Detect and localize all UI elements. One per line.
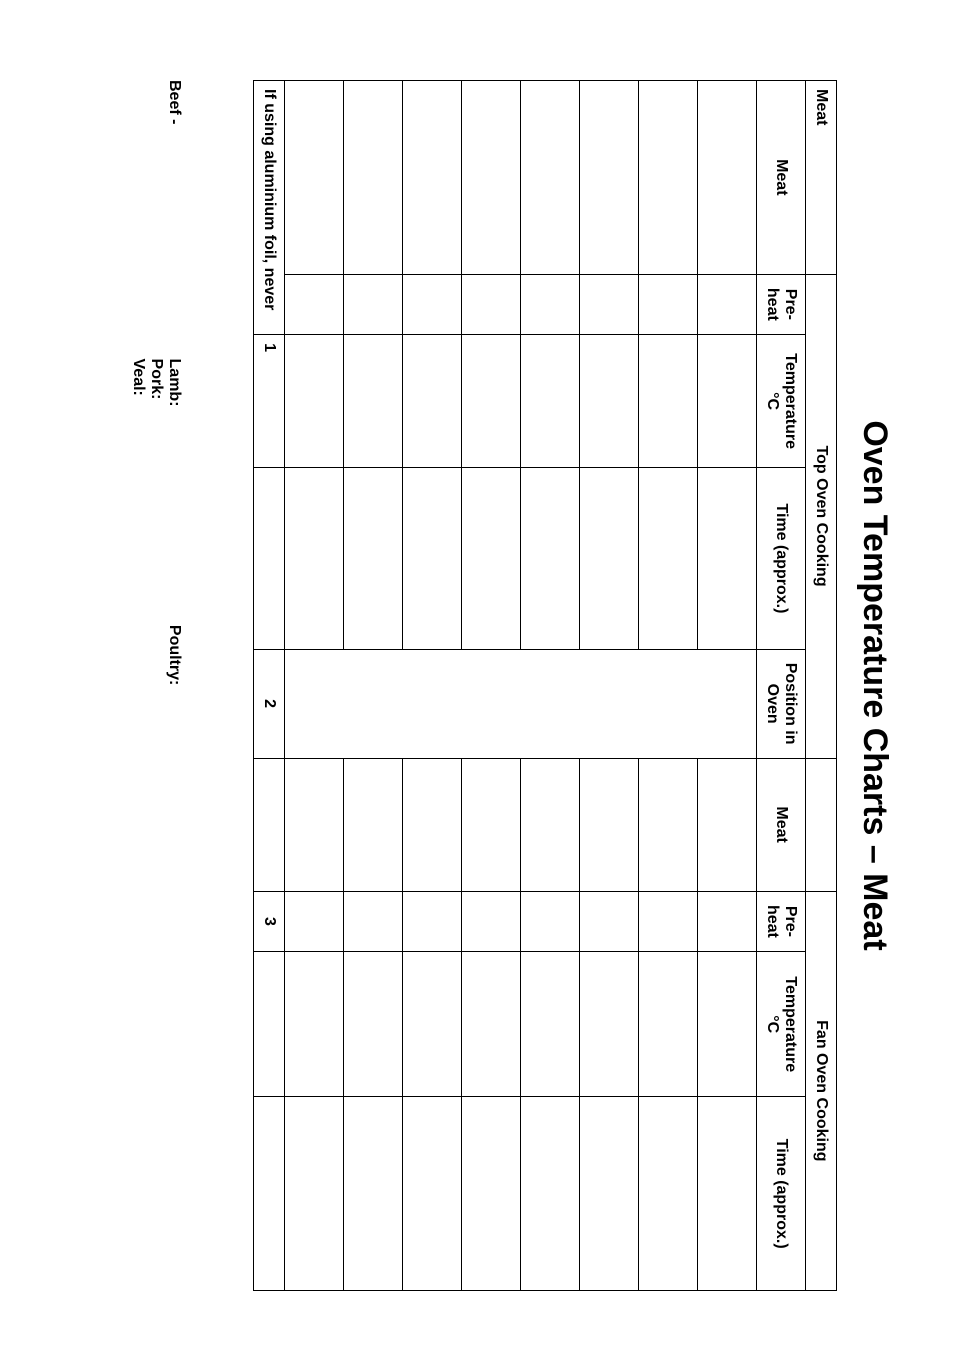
col-position: Position in Oven bbox=[757, 649, 806, 758]
col-preheat: Pre- heat bbox=[757, 274, 806, 335]
table-cell bbox=[344, 1097, 403, 1291]
table-cell bbox=[580, 952, 639, 1097]
table-cell bbox=[462, 274, 521, 335]
table-cell bbox=[462, 335, 521, 468]
table-cell bbox=[285, 274, 344, 335]
table-cell bbox=[462, 952, 521, 1097]
table-cell bbox=[285, 649, 757, 758]
label-beef: Beef - bbox=[165, 80, 183, 359]
table-cell bbox=[580, 274, 639, 335]
table-cell bbox=[521, 1097, 580, 1291]
table-cell bbox=[698, 891, 757, 952]
table-cell bbox=[639, 274, 698, 335]
table-cell bbox=[580, 758, 639, 891]
table-cell bbox=[285, 891, 344, 952]
table-cell bbox=[462, 81, 521, 275]
table-cell bbox=[403, 952, 462, 1097]
table-cell bbox=[639, 81, 698, 275]
foil-note-2: 2 bbox=[254, 649, 285, 758]
table-cell bbox=[639, 952, 698, 1097]
table-cell bbox=[580, 891, 639, 952]
table-cell bbox=[698, 335, 757, 468]
table-cell bbox=[285, 952, 344, 1097]
table-cell bbox=[639, 758, 698, 891]
section-meat-label: Meat bbox=[806, 81, 837, 275]
col-meat: Meat bbox=[757, 81, 806, 275]
table-cell bbox=[344, 335, 403, 468]
table-cell bbox=[403, 891, 462, 952]
table-cell bbox=[462, 891, 521, 952]
table-cell bbox=[344, 81, 403, 275]
table-cell bbox=[344, 758, 403, 891]
foil-note-row: If using aluminium foil, never 1 2 3 bbox=[254, 81, 285, 1291]
table-cell bbox=[285, 468, 344, 650]
table-cell bbox=[403, 758, 462, 891]
table-cell bbox=[285, 758, 344, 891]
table-cell bbox=[698, 952, 757, 1097]
section-gap bbox=[806, 758, 837, 891]
table-cell bbox=[403, 468, 462, 650]
table-cell bbox=[403, 274, 462, 335]
col-meat2: Meat bbox=[757, 758, 806, 891]
label-pork: Pork: bbox=[147, 359, 165, 625]
col-temperature: Temperature °C bbox=[757, 335, 806, 468]
table-cell bbox=[639, 468, 698, 650]
table-cell bbox=[521, 274, 580, 335]
column-header-row: Meat Pre- heat Temperature °C Time (appr… bbox=[757, 81, 806, 1291]
table-cell bbox=[698, 274, 757, 335]
section-fan-oven: Fan Oven Cooking bbox=[806, 891, 837, 1290]
label-veal: Veal: bbox=[129, 359, 147, 625]
table-cell bbox=[698, 1097, 757, 1291]
table-cell bbox=[521, 81, 580, 275]
table-cell bbox=[580, 1097, 639, 1291]
oven-chart-table: Meat Top Oven Cooking Fan Oven Cooking M… bbox=[253, 80, 837, 1291]
foil-note-text: If using aluminium foil, never bbox=[254, 81, 285, 335]
table-cell bbox=[462, 468, 521, 650]
label-lamb: Lamb: bbox=[165, 359, 183, 625]
table-cell bbox=[521, 952, 580, 1097]
table-cell bbox=[403, 81, 462, 275]
section-header-row: Meat Top Oven Cooking Fan Oven Cooking bbox=[806, 81, 837, 1291]
table-cell bbox=[285, 335, 344, 468]
label-poultry: Poultry: bbox=[165, 625, 183, 867]
page-title: Oven Temperature Charts – Meat bbox=[855, 80, 894, 1291]
table-cell bbox=[580, 468, 639, 650]
table-cell bbox=[639, 891, 698, 952]
table-cell bbox=[344, 468, 403, 650]
table-cell bbox=[403, 1097, 462, 1291]
table-cell bbox=[639, 335, 698, 468]
bottom-labels: Beef - Lamb: Pork: Veal: Poultry: bbox=[129, 80, 183, 1291]
table-cell bbox=[521, 758, 580, 891]
table-cell bbox=[344, 952, 403, 1097]
table-cell bbox=[639, 1097, 698, 1291]
table-cell bbox=[698, 81, 757, 275]
table-cell bbox=[521, 335, 580, 468]
table-cell bbox=[580, 335, 639, 468]
table-cell bbox=[521, 468, 580, 650]
table-cell bbox=[344, 891, 403, 952]
table-cell bbox=[580, 81, 639, 275]
col-preheat2: Pre- heat bbox=[757, 891, 806, 952]
foil-note-1: 1 bbox=[254, 335, 285, 468]
table-cell bbox=[285, 81, 344, 275]
col-time2: Time (approx.) bbox=[757, 1097, 806, 1291]
table-cell bbox=[403, 335, 462, 468]
col-time: Time (approx.) bbox=[757, 468, 806, 650]
table-cell bbox=[462, 758, 521, 891]
table-cell bbox=[698, 758, 757, 891]
col-temperature2: Temperature °C bbox=[757, 952, 806, 1097]
table-cell bbox=[285, 1097, 344, 1291]
table-row bbox=[698, 81, 757, 1291]
table-cell bbox=[462, 1097, 521, 1291]
section-top-oven: Top Oven Cooking bbox=[806, 274, 837, 758]
foil-note-3: 3 bbox=[254, 891, 285, 952]
table-cell bbox=[344, 274, 403, 335]
table-cell bbox=[521, 891, 580, 952]
table-cell bbox=[698, 468, 757, 650]
